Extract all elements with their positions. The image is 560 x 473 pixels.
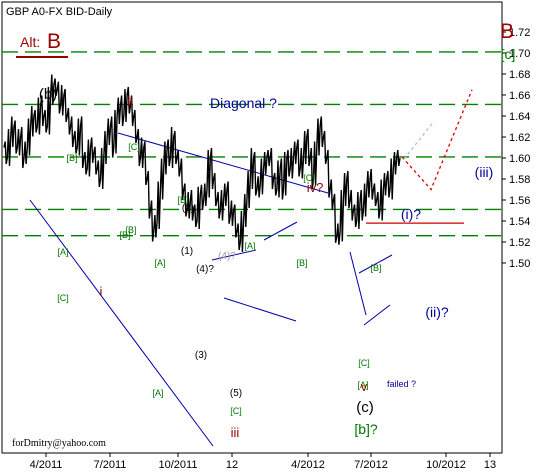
wave-label-20: [A]: [244, 241, 255, 251]
wave-label-11: (2): [182, 203, 194, 214]
wave-label-27: [b]?: [354, 421, 378, 437]
projection-main: [401, 89, 473, 191]
y-tick-label-7: 1.58: [509, 174, 530, 186]
credit-label: forDmitry@yahoo.com: [12, 438, 106, 449]
chart-title: GBP A0-FX BID-Daily: [6, 6, 113, 18]
wave-label-16: (3): [195, 350, 207, 361]
wave-label-6: [B]: [125, 225, 136, 235]
wave-label-9: [A]: [152, 388, 163, 398]
wave-label-24: [A]: [357, 380, 368, 390]
wave-label-18: [C]: [230, 406, 242, 416]
channel-a-lower: [223, 297, 297, 322]
wave-label-30: (i)?: [401, 206, 421, 222]
channel-b-upper: [263, 221, 298, 241]
wave-label-33: [c]: [501, 46, 516, 62]
x-tick-label-0: 4/2011: [30, 459, 63, 471]
wave-label-28: [B]: [370, 263, 381, 273]
diagonal-upper-line: [117, 132, 329, 194]
y-tick-label-1: 1.70: [509, 48, 530, 60]
wave-label-19: iii: [231, 425, 240, 440]
projection-paths: [401, 89, 473, 191]
wave-label-25: v: [361, 379, 368, 394]
plot-frame: [1, 1, 503, 454]
wave-label-32: (iii): [475, 164, 494, 180]
y-tick-label-10: 1.52: [509, 237, 530, 249]
channel-c-upper: [358, 254, 393, 274]
wave-label-7: [C]: [128, 142, 140, 152]
y-tick-label-2: 1.68: [509, 69, 530, 81]
wave-label-21: [B]: [296, 258, 307, 268]
y-tick-label-4: 1.64: [509, 111, 530, 123]
corner-label: B: [500, 20, 514, 43]
wave-label-13: (1): [181, 246, 193, 257]
trend-lines: [29, 132, 464, 447]
x-tick-label-2: 10/2011: [159, 459, 198, 471]
annotation-title: Diagonal ?: [210, 95, 277, 111]
x-tick-label-1: 7/2011: [94, 459, 127, 471]
channel-c-lower: [363, 304, 391, 326]
price-line: [3, 74, 401, 253]
horizontal-levels: [2, 51, 502, 237]
channel-c-left: [349, 251, 367, 316]
wave-label-1: [B]: [66, 153, 77, 163]
wave-label-14: (4)?: [196, 264, 214, 275]
x-tick-label-4: 4/2012: [291, 459, 325, 471]
wave-label-29: [C]: [358, 358, 370, 368]
wave-label-3: [C]: [57, 293, 69, 303]
y-tick-label-8: 1.56: [509, 195, 530, 207]
y-tick-label-5: 1.62: [509, 132, 530, 144]
projection-alt: [403, 120, 435, 160]
wave-label-31: (ii)?: [425, 304, 449, 320]
x-tick-label-7: 13: [484, 459, 496, 471]
y-tick-label-0: 1.72: [509, 27, 530, 39]
y-tick-label-6: 1.60: [509, 153, 530, 165]
wave-label-2: [A]: [57, 247, 68, 257]
wave-label-17: (5): [230, 388, 242, 399]
failed-label: failed ?: [387, 379, 416, 389]
y-tick-label-11: 1.50: [509, 258, 530, 270]
y-tick-label-9: 1.54: [509, 216, 530, 228]
wave-label-22: iv?: [307, 180, 324, 195]
alt-letter: B: [47, 30, 61, 53]
y-axis: 1.72 1.70 1.68 1.66 1.64 1.62 1.60 1.58 1.56 1.54…: [502, 27, 530, 270]
price-series: [3, 74, 401, 253]
alt-prefix: Alt:: [20, 34, 40, 50]
y-tick-label-3: 1.66: [509, 90, 530, 102]
wave-label-23: [C]: [303, 173, 315, 183]
diagonal-lower-line: [29, 199, 214, 447]
wave-label-15: (4)?: [218, 251, 236, 262]
wave-labels: (b)[B][A][C][A]ii[B][C]i[A][B](2)[B](1)(…: [39, 46, 516, 440]
wave-label-4: [A]: [154, 258, 165, 268]
x-axis: 4/2011 7/2011 10/2011 12 4/2012 7/2012 10/2012…: [30, 453, 496, 471]
channel-a-upper: [211, 249, 257, 261]
wave-label-0: (b): [39, 86, 57, 103]
wave-label-12: [B]: [119, 230, 130, 240]
x-tick-label-5: 7/2012: [354, 459, 388, 471]
wave-label-5: ii: [127, 94, 133, 109]
x-tick-label-6: 10/2012: [426, 459, 466, 471]
wave-label-26: (c): [356, 399, 374, 416]
wave-label-8: i: [100, 284, 103, 299]
wave-label-10: [B]: [177, 195, 188, 205]
x-tick-label-3: 12: [226, 459, 238, 471]
